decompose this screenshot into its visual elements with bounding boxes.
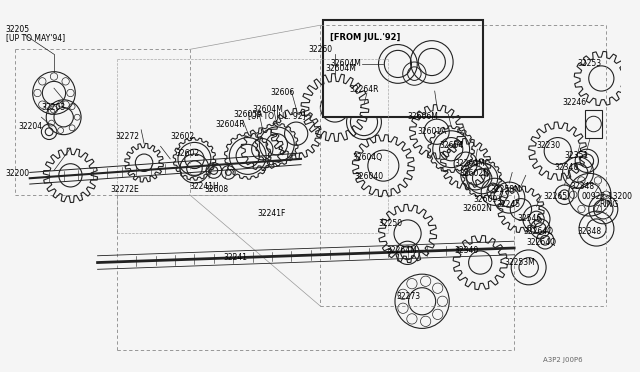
- Text: 32609: 32609: [474, 195, 498, 204]
- Text: [UP TO MAY'94]: [UP TO MAY'94]: [6, 33, 65, 42]
- Text: 32546: 32546: [517, 214, 541, 223]
- Text: 32604: 32604: [440, 141, 464, 150]
- Text: 32241F: 32241F: [257, 209, 286, 218]
- Text: 32605A: 32605A: [233, 110, 262, 119]
- Text: 32604M: 32604M: [330, 59, 361, 68]
- Text: 32264Q: 32264Q: [524, 227, 554, 236]
- Text: 32264M: 32264M: [387, 246, 417, 255]
- Text: 32200: 32200: [6, 169, 29, 177]
- Text: 32606: 32606: [270, 88, 294, 97]
- Text: 32606M: 32606M: [408, 112, 438, 121]
- Text: 32351: 32351: [564, 151, 589, 160]
- Text: [FROM JUL.'92]: [FROM JUL.'92]: [330, 33, 401, 42]
- Text: A3P2 J00P6: A3P2 J00P6: [543, 356, 583, 362]
- Text: 32348: 32348: [570, 182, 595, 191]
- Text: 32204: 32204: [18, 122, 42, 131]
- Bar: [585, 110, 602, 138]
- Text: 32340: 32340: [555, 163, 579, 172]
- Text: 32604M: 32604M: [253, 105, 284, 113]
- Text: 32348: 32348: [577, 227, 601, 236]
- Text: 32205: 32205: [6, 25, 29, 34]
- Text: 32604Q: 32604Q: [353, 153, 383, 162]
- Text: 32253: 32253: [577, 59, 601, 68]
- Text: 32260: 32260: [308, 45, 333, 54]
- Text: 32272E: 32272E: [110, 185, 139, 194]
- Text: 00922-13200: 00922-13200: [582, 192, 633, 201]
- Text: 32264Q: 32264Q: [527, 238, 557, 247]
- Bar: [323, 20, 483, 117]
- Text: 32340: 32340: [454, 246, 478, 255]
- Text: 32253M: 32253M: [504, 258, 535, 267]
- Text: 32203: 32203: [42, 103, 65, 112]
- Text: 32601A: 32601A: [417, 127, 447, 136]
- Text: 32273: 32273: [396, 292, 420, 301]
- Text: 32258M: 32258M: [490, 185, 520, 194]
- Text: 32602: 32602: [170, 132, 195, 141]
- Text: RING: RING: [600, 199, 619, 209]
- Text: 32245: 32245: [497, 199, 521, 209]
- Text: 32264R: 32264R: [349, 85, 379, 94]
- Text: 32272: 32272: [115, 132, 139, 141]
- Text: 32241H: 32241H: [189, 182, 220, 191]
- Text: 32604R: 32604R: [216, 120, 245, 129]
- Text: [UP TO JUL.'92]: [UP TO JUL.'92]: [248, 112, 305, 121]
- Text: 32230: 32230: [536, 141, 561, 150]
- Text: 32602N: 32602N: [463, 204, 493, 214]
- Text: 32602: 32602: [175, 149, 199, 158]
- Text: 32602N: 32602N: [459, 169, 489, 177]
- Text: 32246: 32246: [563, 98, 587, 107]
- Text: 32604M: 32604M: [325, 64, 356, 73]
- Text: 32265: 32265: [543, 192, 567, 201]
- Text: 32264M: 32264M: [454, 159, 485, 168]
- Text: 32241: 32241: [223, 253, 248, 262]
- Text: 326040: 326040: [355, 173, 383, 182]
- Text: 32250: 32250: [378, 219, 403, 228]
- Text: 32608: 32608: [204, 185, 228, 194]
